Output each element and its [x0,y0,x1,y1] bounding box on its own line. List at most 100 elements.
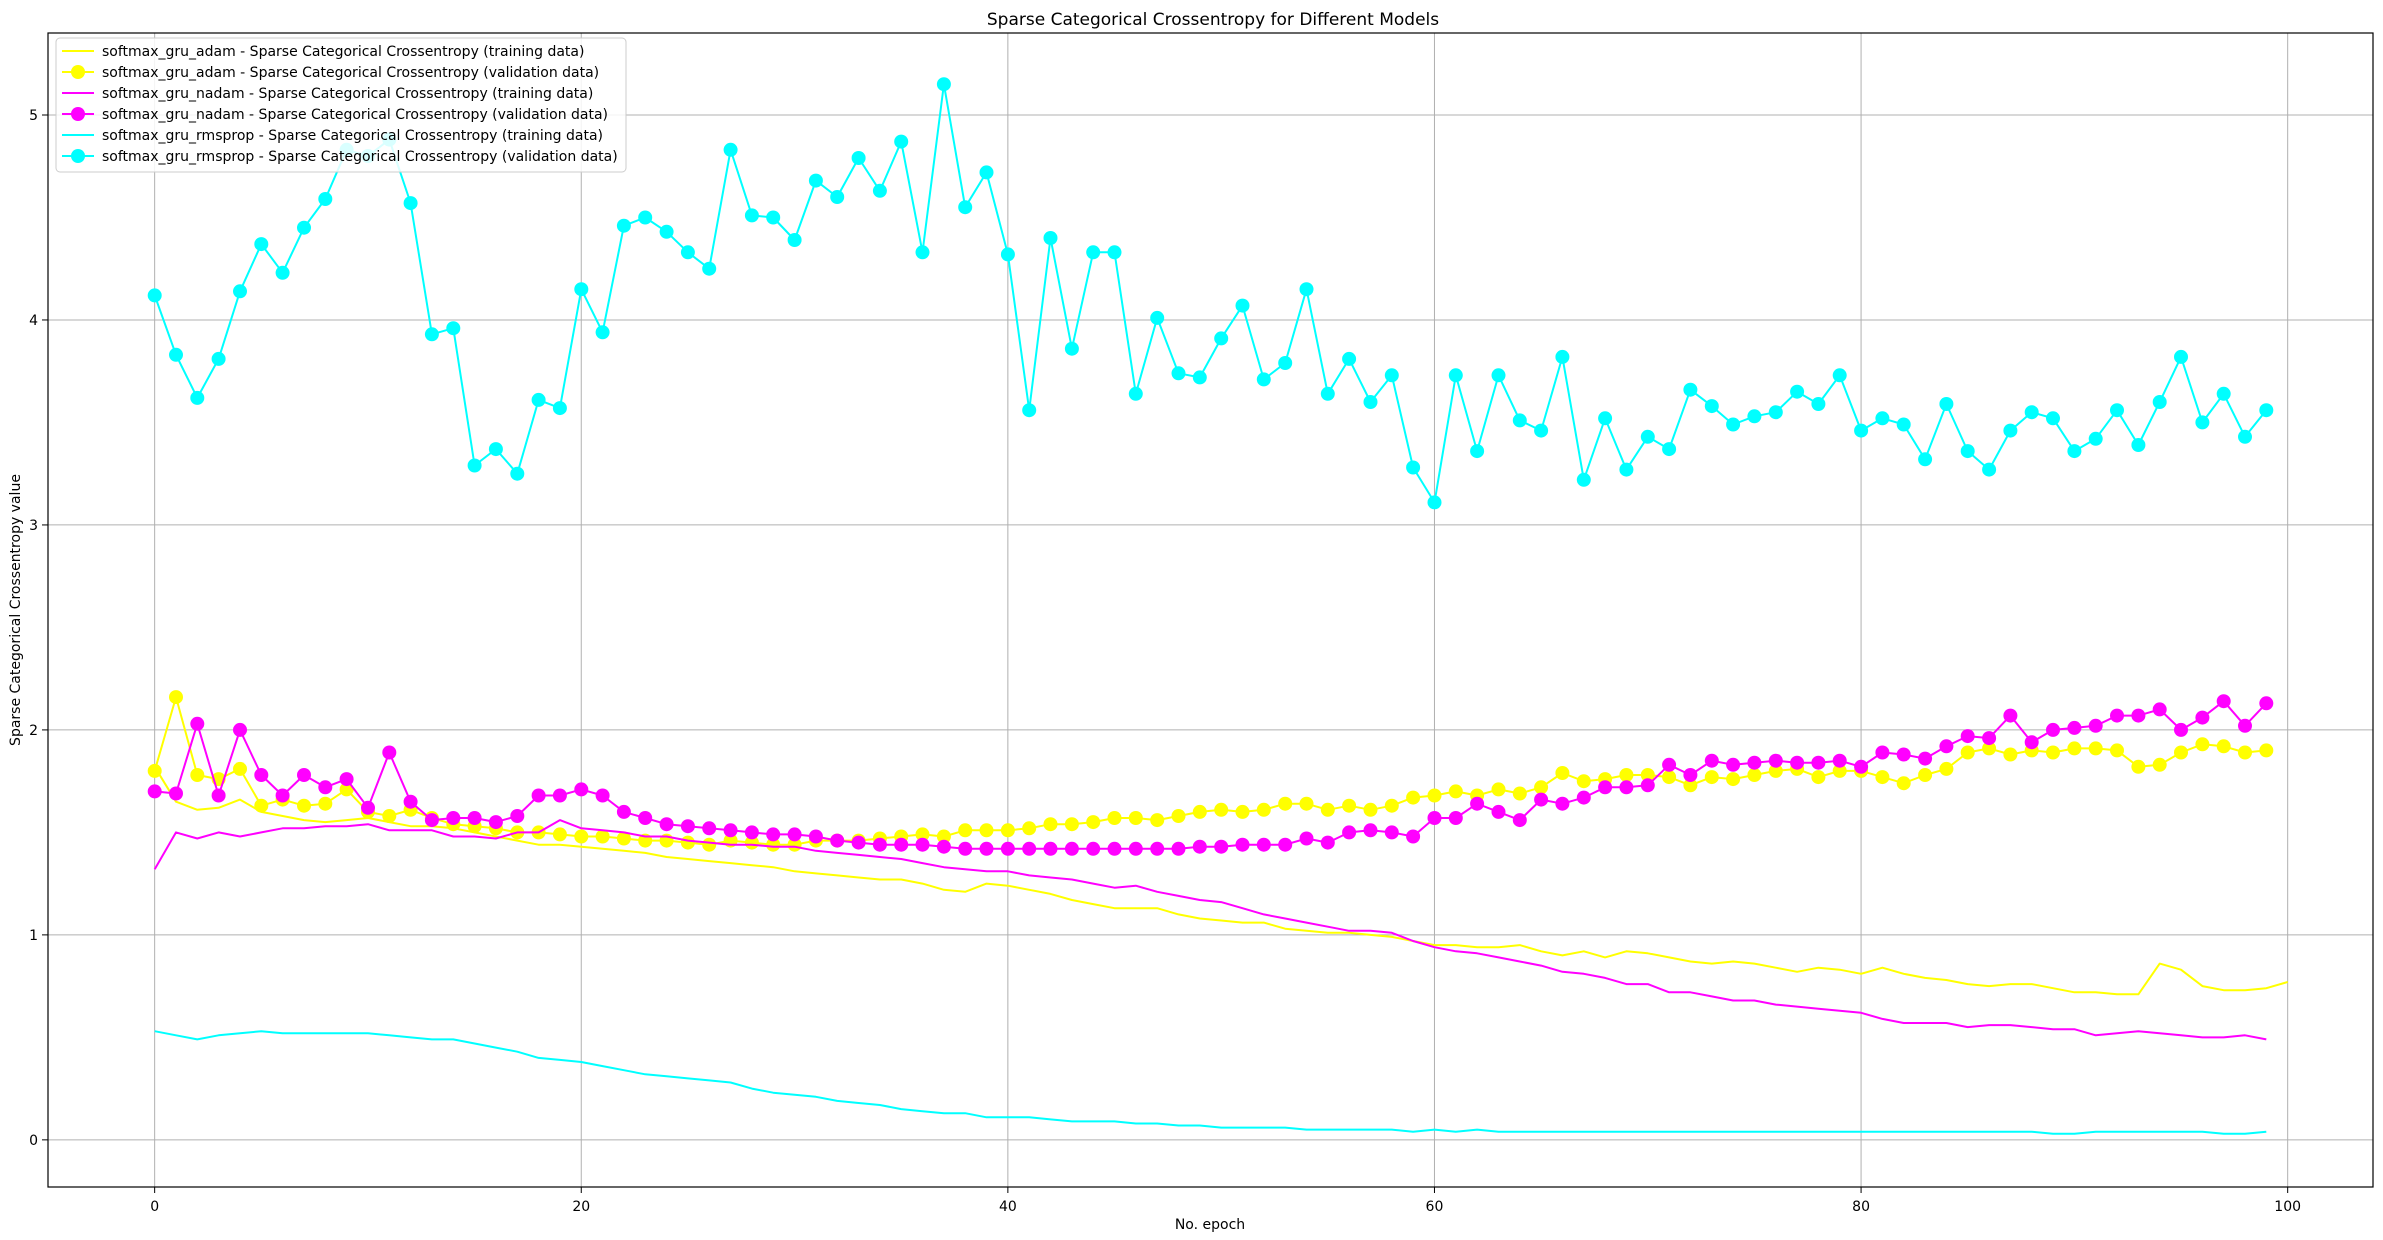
data-point [1470,444,1485,459]
data-point [1704,399,1719,414]
data-point [424,327,439,342]
x-tick-label: 80 [1852,1199,1870,1215]
data-point [2174,745,2188,760]
axes-frame [47,32,2374,1188]
data-point [1406,460,1421,475]
data-point [915,245,930,260]
data-point [1086,841,1101,856]
data-point [936,839,951,854]
data-point [1278,796,1293,811]
data-point [339,772,354,787]
x-axis-label: No. epoch [1175,1217,1245,1233]
data-point [1875,770,1890,785]
data-point [1448,784,1463,799]
data-point [830,833,845,848]
data-point [1512,413,1527,428]
data-point [403,196,418,211]
data-point [552,401,567,416]
data-point [1192,370,1207,385]
data-point [1918,452,1933,467]
data-point [1555,349,1570,364]
data-point [552,788,567,803]
data-point [1875,745,1890,760]
data-point [297,768,311,782]
data-point [830,190,845,204]
y-tick-label: 0 [29,1133,38,1149]
data-point [958,823,973,838]
data-point [1384,368,1399,383]
data-point [275,788,290,803]
data-point [638,811,653,825]
data-point [1512,813,1527,828]
data-point [2152,702,2167,717]
data-point [297,798,311,813]
data-point [702,261,717,276]
data-point [1619,780,1634,795]
data-point [1427,811,1442,825]
data-point [1704,770,1719,785]
series-3 [147,694,2274,856]
y-axis-label: Sparse Categorical Crossentropy value [8,474,24,746]
series-line [154,700,2268,850]
data-point [2067,720,2082,735]
data-point [872,183,887,198]
data-point [1256,837,1271,852]
data-point [233,722,247,737]
series-5 [147,77,2274,510]
data-point [1512,786,1527,801]
data-point [1534,780,1549,795]
data-point [2024,735,2039,750]
data-point [744,825,759,840]
data-point [297,220,311,235]
data-point [638,210,653,225]
series-4 [154,1030,2267,1135]
data-point [1832,753,1847,768]
legend-marker [71,65,85,79]
data-point [318,192,333,206]
data-point [1363,823,1378,838]
data-point [488,442,503,457]
plot-area [147,77,2288,1135]
data-point [1256,802,1271,817]
data-point [787,827,802,842]
data-point [1022,841,1037,856]
data-point [1235,298,1250,313]
data-point [147,784,162,799]
data-point [2046,722,2060,737]
data-point [1768,763,1783,778]
legend-label: softmax_gru_nadam - Sparse Categorical C… [102,86,593,102]
data-point [766,837,781,852]
data-point [1726,757,1741,772]
data-point [787,233,802,247]
data-point [1491,782,1506,797]
data-point [1320,386,1335,401]
data-point [1683,778,1698,793]
series-line [154,1030,2267,1135]
data-point [1939,761,1954,776]
data-point [894,837,909,852]
data-point [424,813,439,828]
data-point [1747,409,1762,424]
data-point [1384,798,1399,813]
data-point [1640,778,1655,793]
legend-label: softmax_gru_rmsprop - Sparse Categorical… [102,128,603,144]
data-point [510,466,525,481]
data-point [595,829,610,844]
data-point [1192,839,1207,854]
data-point [1960,444,1975,459]
data-point [2003,423,2018,438]
data-point [1470,796,1485,811]
data-point [851,835,866,850]
y-tick-label: 4 [29,313,38,329]
legend-label: softmax_gru_rmsprop - Sparse Categorical… [102,149,618,165]
data-point [958,200,973,215]
data-point [723,142,738,157]
data-point [1000,841,1015,856]
data-point [2238,429,2252,444]
data-point [2088,741,2103,756]
legend-label: softmax_gru_adam - Sparse Categorical Cr… [102,44,584,60]
data-point [1960,745,1975,760]
legend-item: softmax_gru_nadam - Sparse Categorical C… [62,86,593,102]
data-point [2195,710,2210,725]
data-point [446,321,461,336]
